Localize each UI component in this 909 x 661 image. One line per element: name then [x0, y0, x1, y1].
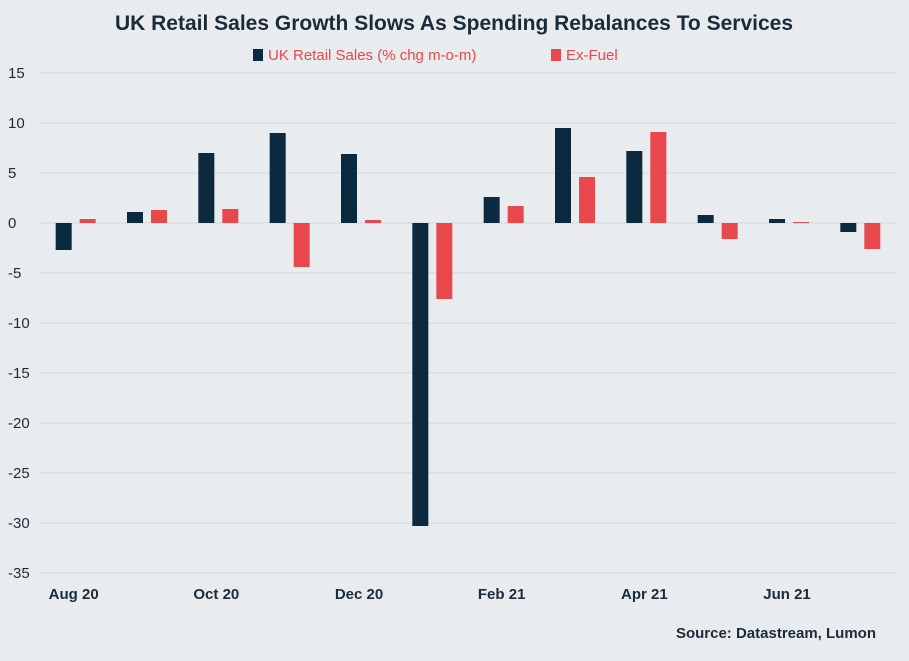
bar-retail-sales-4 [341, 154, 357, 223]
legend-swatch-ex-fuel [551, 49, 561, 61]
bar-ex-fuel-4 [365, 220, 381, 223]
bar-retail-sales-2 [198, 153, 215, 223]
bar-ex-fuel-1 [151, 210, 167, 223]
bar-retail-sales-5 [412, 223, 429, 526]
legend-label-retail-sales: UK Retail Sales (% chg m-o-m) [268, 47, 476, 64]
y-tick-label: 0 [8, 215, 16, 232]
bar-retail-sales-1 [127, 212, 143, 223]
bar-ex-fuel-8 [650, 132, 667, 223]
bar-ex-fuel-6 [507, 206, 524, 223]
bar-retail-sales-9 [697, 215, 714, 223]
source-note: Source: Datastream, Lumon [676, 625, 876, 642]
x-tick-label: Aug 20 [49, 586, 99, 603]
x-tick-label: Apr 21 [621, 586, 668, 603]
bar-retail-sales-3 [269, 133, 286, 223]
x-tick-label: Dec 20 [335, 586, 383, 603]
bar-ex-fuel-11 [864, 223, 881, 249]
y-tick-label: -15 [8, 365, 30, 382]
bar-ex-fuel-10 [793, 222, 809, 223]
y-axis: 15 10 5 0 -5 -10 -15 -20 -25 -30 -35 [8, 65, 30, 582]
y-tick-label: -30 [8, 515, 30, 532]
bar-retail-sales-11 [840, 223, 857, 232]
y-tick-label: 15 [8, 65, 25, 82]
x-tick-label: Jun 21 [763, 586, 811, 603]
y-tick-label: -5 [8, 265, 21, 282]
bar-ex-fuel-3 [293, 223, 310, 267]
y-tick-label: 10 [8, 115, 25, 132]
y-tick-label: -20 [8, 415, 30, 432]
legend: UK Retail Sales (% chg m-o-m) Ex-Fuel [253, 47, 618, 64]
chart-title: UK Retail Sales Growth Slows As Spending… [115, 12, 793, 35]
bar-retail-sales-0 [55, 223, 72, 250]
y-tick-label: -10 [8, 315, 30, 332]
legend-label-ex-fuel: Ex-Fuel [566, 47, 618, 64]
bar-ex-fuel-5 [436, 223, 453, 299]
bar-ex-fuel-7 [579, 177, 595, 223]
bar-retail-sales-10 [769, 219, 785, 223]
x-axis: Aug 20 Oct 20 Dec 20 Feb 21 Apr 21 Jun 21 [49, 586, 811, 603]
legend-swatch-retail-sales [253, 49, 263, 61]
bar-ex-fuel-9 [721, 223, 738, 239]
bar-retail-sales-6 [483, 197, 500, 223]
bar-ex-fuel-0 [79, 219, 96, 223]
y-tick-label: -25 [8, 465, 30, 482]
gridlines [40, 72, 896, 574]
bar-ex-fuel-2 [222, 209, 239, 223]
y-tick-label: 5 [8, 165, 16, 182]
bar-retail-sales-7 [555, 128, 571, 223]
bar-retail-sales-8 [626, 151, 643, 223]
x-tick-label: Feb 21 [478, 586, 526, 603]
bars [55, 128, 881, 526]
x-tick-label: Oct 20 [193, 586, 239, 603]
y-tick-label: -35 [8, 565, 30, 582]
